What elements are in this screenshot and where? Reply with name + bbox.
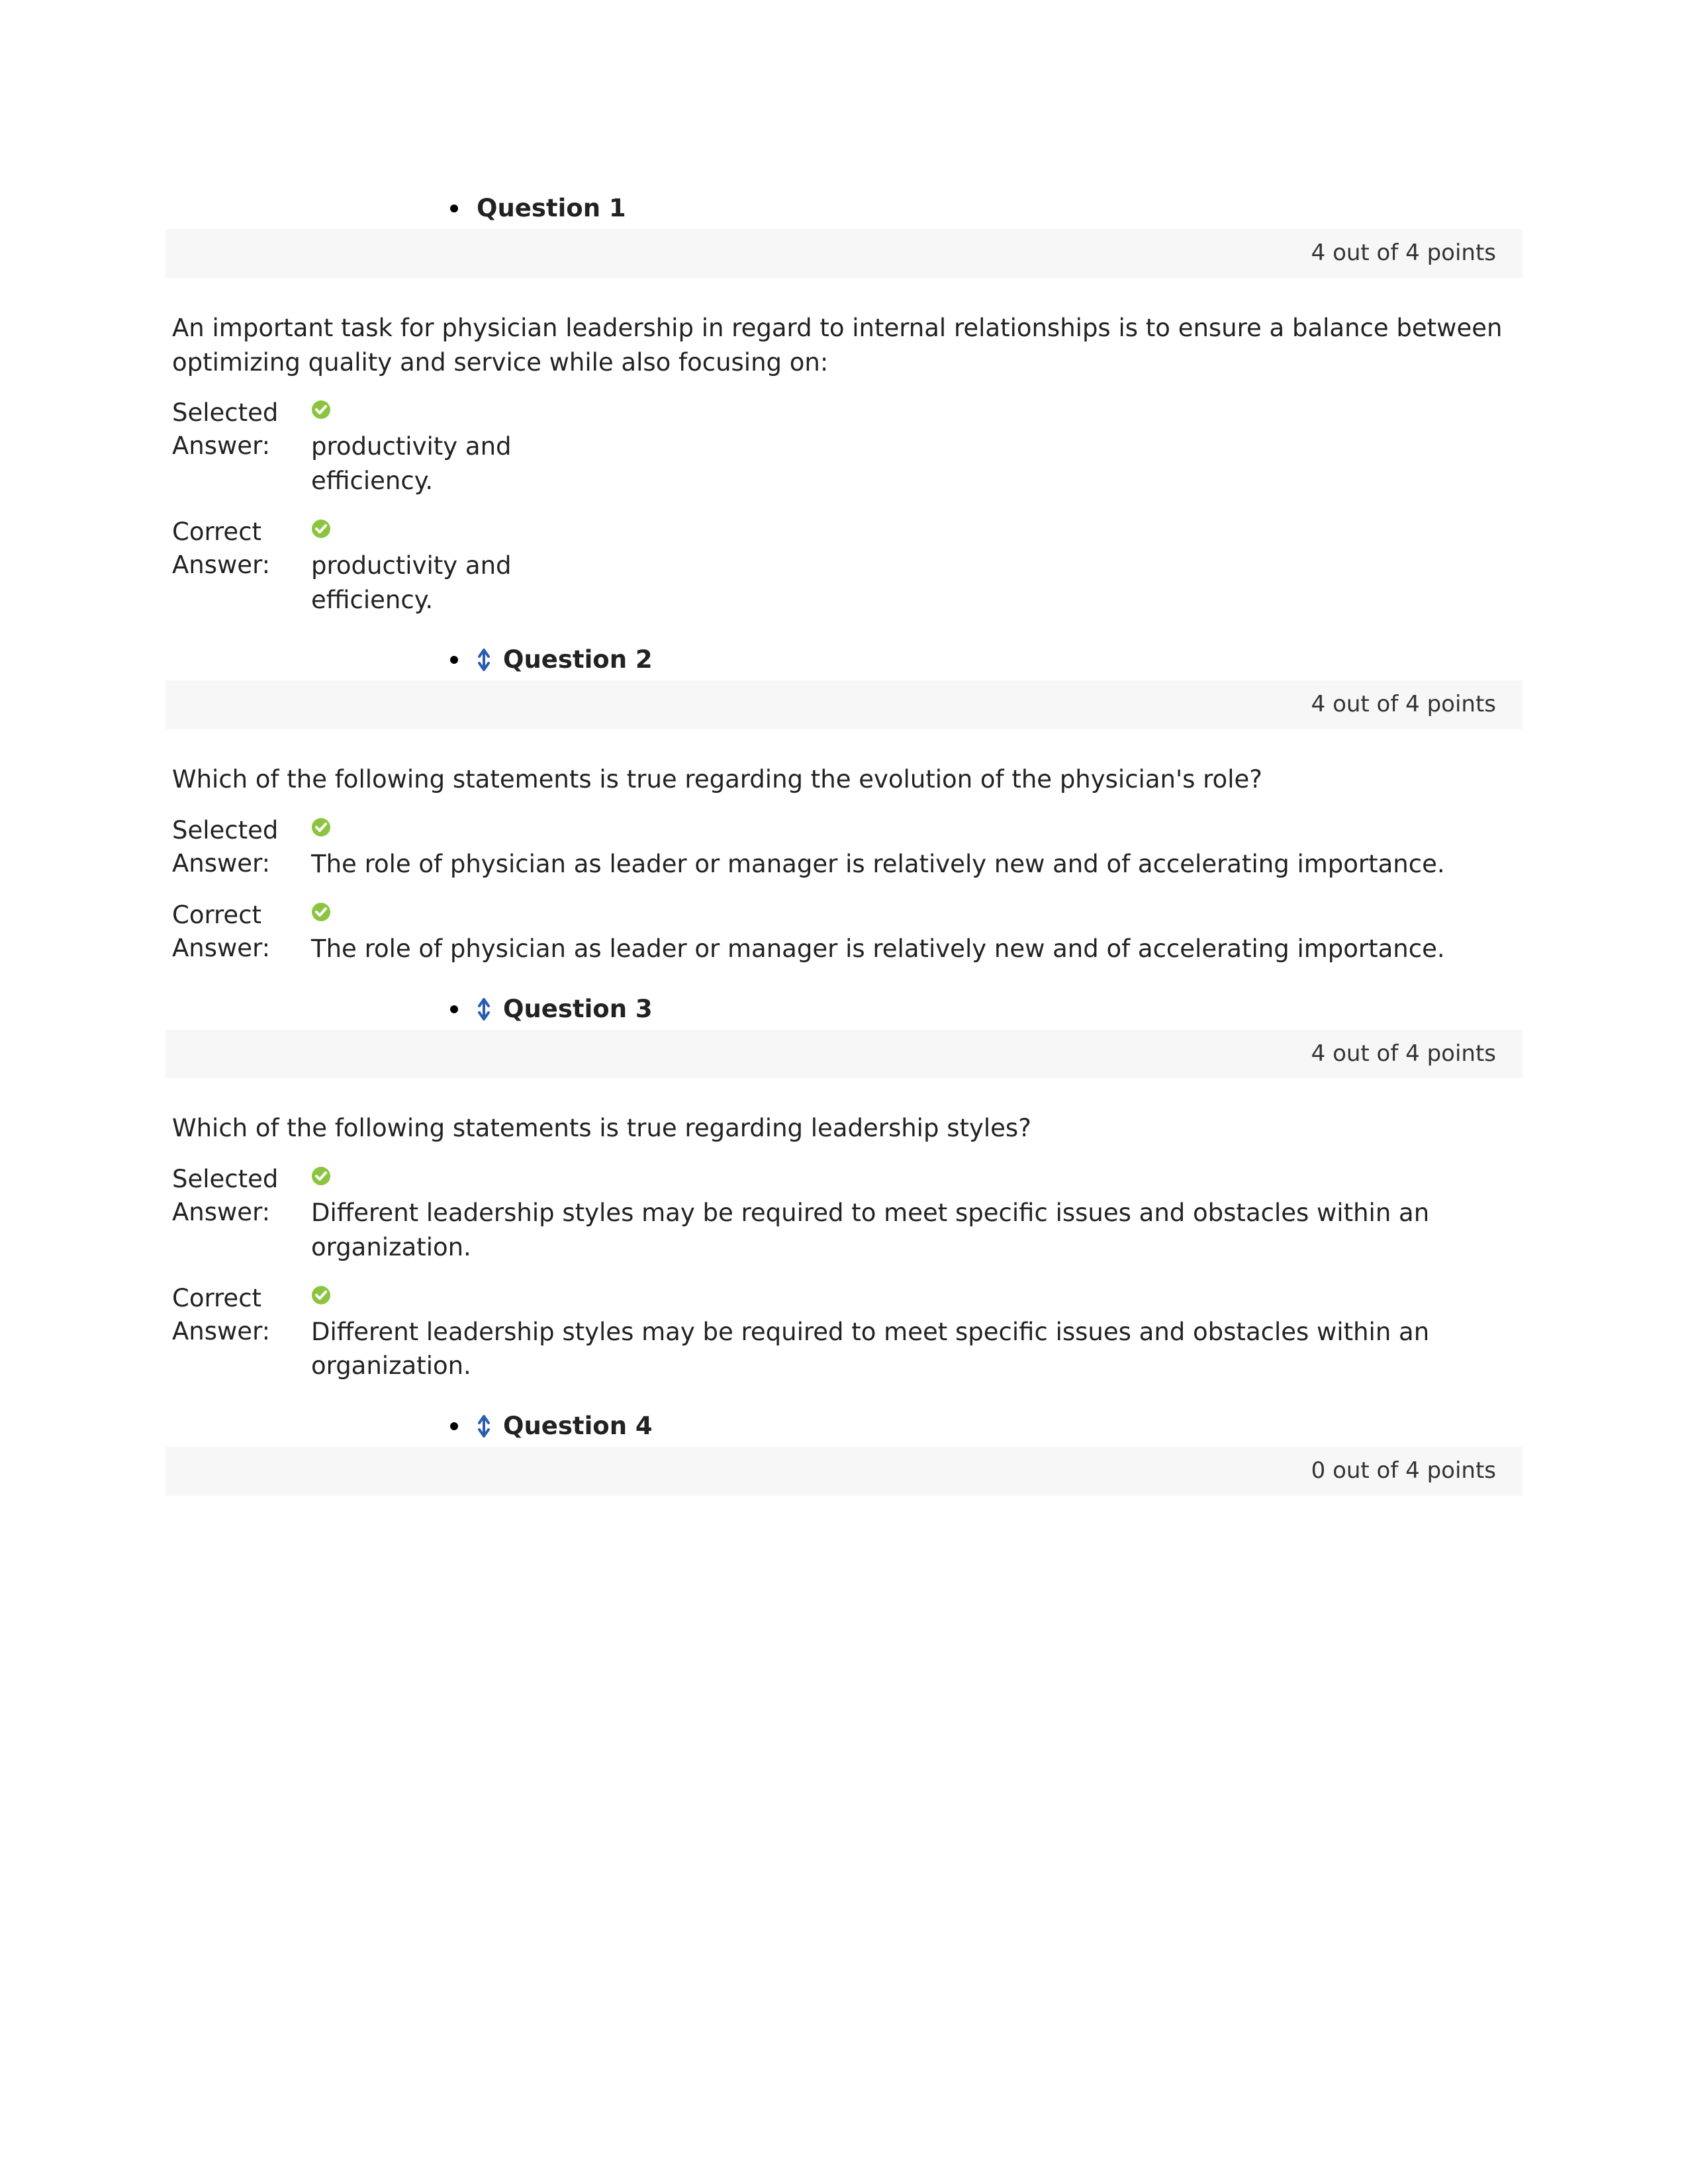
- question-title: Question 4: [503, 1410, 653, 1443]
- selected-answer-value: The role of physician as leader or manag…: [311, 814, 1516, 882]
- correct-answer-label: Correct Answer:: [172, 516, 311, 582]
- question-body: Which of the following statements is tru…: [165, 729, 1523, 966]
- selected-answer-value: productivity and efficiency.: [311, 396, 1516, 498]
- collapse-icon[interactable]: [477, 998, 499, 1021]
- points-bar: 0 out of 4 points: [165, 1447, 1523, 1496]
- question-title: Question 2: [503, 643, 653, 676]
- question-text: Which of the following statements is tru…: [172, 1111, 1516, 1146]
- question-header: Question 4: [165, 1410, 1523, 1443]
- selected-answer-label: Selected Answer:: [172, 396, 311, 463]
- selected-answer-text: Different leadership styles may be requi…: [311, 1196, 1516, 1265]
- collapse-icon[interactable]: [477, 1415, 499, 1437]
- question-header: Question 2: [165, 643, 1523, 676]
- question-header: Question 3: [165, 993, 1523, 1026]
- question-text: An important task for physician leadersh…: [172, 311, 1516, 380]
- selected-answer-text: The role of physician as leader or manag…: [311, 847, 1516, 882]
- correct-answer-text: Different leadership styles may be requi…: [311, 1315, 1516, 1384]
- correct-answer-text: productivity and efficiency.: [311, 549, 549, 617]
- question-body: Which of the following statements is tru…: [165, 1078, 1523, 1383]
- check-icon: [311, 519, 331, 539]
- check-icon: [311, 1166, 331, 1186]
- correct-answer-label: Correct Answer:: [172, 899, 311, 965]
- correct-answer-label: Correct Answer:: [172, 1282, 311, 1348]
- check-icon: [311, 817, 331, 837]
- question-block: Question 2 4 out of 4 points Which of the …: [165, 643, 1523, 966]
- selected-answer-value: Different leadership styles may be requi…: [311, 1163, 1516, 1265]
- selected-answer-row: Selected Answer:Different leadership sty…: [172, 1163, 1516, 1265]
- check-icon: [311, 400, 331, 420]
- question-body: [165, 1496, 1523, 1529]
- bullet-icon: [450, 656, 458, 664]
- question-header: Question 1: [165, 192, 1523, 225]
- selected-answer-row: Selected Answer:productivity and efficie…: [172, 396, 1516, 498]
- check-icon: [311, 1285, 331, 1305]
- bullet-icon: [450, 1422, 458, 1430]
- correct-answer-value: productivity and efficiency.: [311, 516, 1516, 617]
- bullet-icon: [450, 205, 458, 212]
- bullet-icon: [450, 1005, 458, 1013]
- correct-answer-text: The role of physician as leader or manag…: [311, 932, 1516, 966]
- selected-answer-text: productivity and efficiency.: [311, 430, 549, 498]
- correct-answer-value: Different leadership styles may be requi…: [311, 1282, 1516, 1384]
- question-block: Question 3 4 out of 4 points Which of the …: [165, 993, 1523, 1384]
- question-block: Question 1 4 out of 4 points An important …: [165, 192, 1523, 617]
- correct-answer-row: Correct Answer:The role of physician as …: [172, 899, 1516, 966]
- question-title: Question 3: [503, 993, 653, 1026]
- selected-answer-label: Selected Answer:: [172, 1163, 311, 1229]
- points-bar: 4 out of 4 points: [165, 680, 1523, 729]
- correct-answer-value: The role of physician as leader or manag…: [311, 899, 1516, 966]
- question-block: Question 4 0 out of 4 points: [165, 1410, 1523, 1529]
- selected-answer-row: Selected Answer:The role of physician as…: [172, 814, 1516, 882]
- question-body: An important task for physician leadersh…: [165, 278, 1523, 617]
- points-bar: 4 out of 4 points: [165, 1030, 1523, 1079]
- correct-answer-row: Correct Answer:Different leadership styl…: [172, 1282, 1516, 1384]
- check-icon: [311, 902, 331, 922]
- collapse-icon[interactable]: [477, 649, 499, 671]
- points-bar: 4 out of 4 points: [165, 229, 1523, 278]
- correct-answer-row: Correct Answer:productivity and efficien…: [172, 516, 1516, 617]
- question-text: Which of the following statements is tru…: [172, 762, 1516, 797]
- question-title: Question 1: [477, 192, 626, 225]
- selected-answer-label: Selected Answer:: [172, 814, 311, 880]
